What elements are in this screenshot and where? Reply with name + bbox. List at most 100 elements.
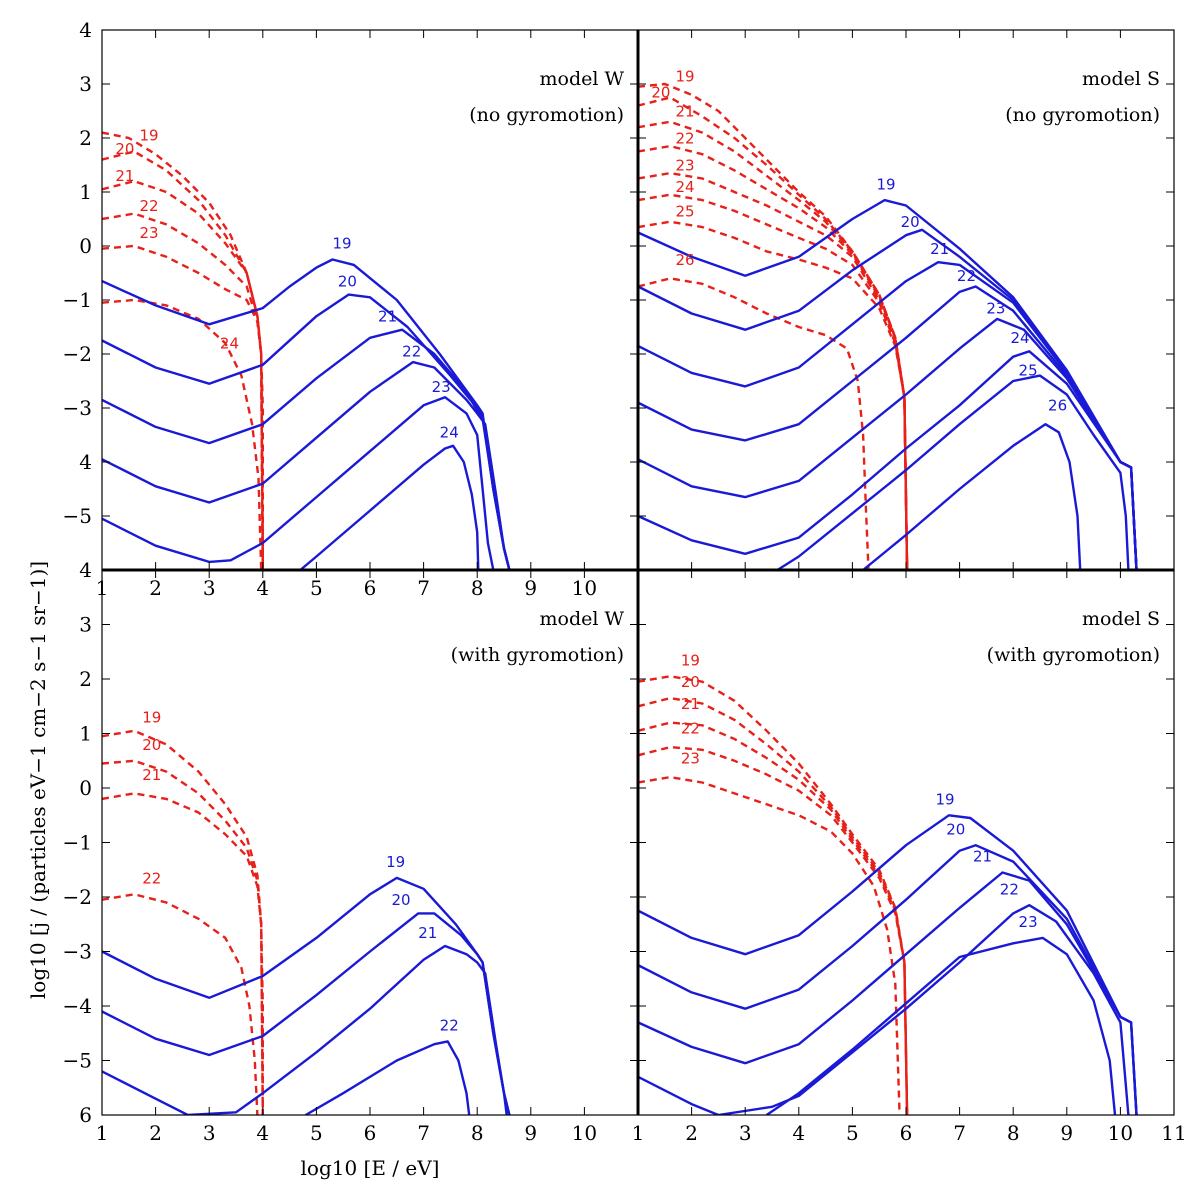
blue-curve-label-23: 23 bbox=[986, 300, 1005, 318]
red-curve-label-22: 22 bbox=[140, 197, 159, 215]
red-curve-label-20: 20 bbox=[115, 140, 134, 158]
x-tick-label: 10 bbox=[572, 576, 597, 600]
red-curve-label-24: 24 bbox=[676, 178, 695, 196]
y-tick-label: −2 bbox=[63, 342, 92, 366]
red-series-19 bbox=[102, 729, 264, 1115]
blue-curve-label-22: 22 bbox=[957, 267, 976, 285]
y-tick-label: 1 bbox=[79, 722, 92, 746]
blue-curve-label-19: 19 bbox=[877, 175, 896, 193]
panel-annotation: (with gyromotion) bbox=[987, 644, 1160, 666]
red-curve-label-24: 24 bbox=[220, 335, 239, 353]
x-tick-label: 1 bbox=[632, 1121, 645, 1145]
y-tick-label: 3 bbox=[79, 613, 92, 637]
x-tick-label: 7 bbox=[417, 576, 430, 600]
blue-curve-label-21: 21 bbox=[418, 924, 437, 942]
red-curve-label-22: 22 bbox=[681, 720, 700, 738]
blue-curve-label-20: 20 bbox=[391, 891, 410, 909]
blue-curve-label-22: 22 bbox=[402, 343, 421, 361]
x-tick-label: 11 bbox=[1161, 1121, 1186, 1145]
panel-annotation: model W bbox=[539, 608, 624, 630]
panel-annotation: (with gyromotion) bbox=[451, 644, 624, 666]
x-tick-label: 2 bbox=[149, 1121, 162, 1145]
x-tick-label: 6 bbox=[900, 1121, 913, 1145]
blue-curve-label-19: 19 bbox=[386, 853, 405, 871]
y-tick-label: 4 bbox=[79, 18, 92, 42]
x-tick-label: 4 bbox=[792, 1121, 805, 1145]
red-series-19 bbox=[638, 675, 909, 1115]
blue-series-22 bbox=[102, 360, 511, 570]
panel-top-right: 19 20 21 22 23 24 25 26 19 20 21 22 23 24 25 26 model S (… bbox=[637, 29, 1175, 571]
blue-curve-label-21: 21 bbox=[930, 240, 949, 258]
blue-curve-label-22: 22 bbox=[440, 1017, 459, 1035]
red-curve-label-23: 23 bbox=[676, 156, 695, 174]
blue-series-21 bbox=[102, 944, 508, 1115]
blue-curve-label-20: 20 bbox=[338, 273, 357, 291]
y-tick-label: −5 bbox=[63, 504, 92, 528]
y-tick-label: 2 bbox=[79, 126, 92, 150]
blue-series-24 bbox=[638, 350, 1138, 570]
blue-series-23 bbox=[102, 396, 495, 570]
x-tick-label: 9 bbox=[1060, 1121, 1073, 1145]
panel-annotation: model S bbox=[1082, 68, 1160, 90]
blue-curve-label-21: 21 bbox=[378, 308, 397, 326]
red-series-25 bbox=[638, 220, 909, 570]
blue-curve-label-20: 20 bbox=[901, 213, 920, 231]
x-tick-label: 8 bbox=[471, 576, 484, 600]
y-axis-label: log10 [j / (particles eV−1 cm−2 s−1 sr−1… bbox=[26, 561, 50, 999]
x-tick-label: 10 bbox=[1108, 1121, 1133, 1145]
red-series-23 bbox=[102, 244, 264, 570]
panel-lines bbox=[638, 675, 1138, 1115]
blue-curve-label-23: 23 bbox=[432, 378, 451, 396]
x-tick-label: 4 bbox=[256, 1121, 269, 1145]
blue-curve-label-26: 26 bbox=[1048, 397, 1067, 415]
blue-curve-label-19: 19 bbox=[935, 790, 954, 808]
red-series-21 bbox=[102, 792, 264, 1115]
x-tick-label: 6 bbox=[364, 576, 377, 600]
red-series-24 bbox=[102, 298, 263, 570]
red-series-26 bbox=[638, 277, 870, 570]
panel-lines bbox=[102, 131, 511, 570]
red-curve-label-19: 19 bbox=[681, 651, 700, 669]
blue-series-21 bbox=[638, 871, 1138, 1115]
blue-series-26 bbox=[862, 423, 1082, 570]
y-tick-label: 4 bbox=[79, 558, 92, 582]
red-curve-label-22: 22 bbox=[142, 869, 161, 887]
y-tick-label: −3 bbox=[63, 940, 92, 964]
red-curve-label-21: 21 bbox=[142, 766, 161, 784]
x-tick-label: 2 bbox=[685, 1121, 698, 1145]
x-tick-label: 7 bbox=[417, 1121, 430, 1145]
blue-curve-label-25: 25 bbox=[1019, 362, 1038, 380]
x-tick-label: 4 bbox=[256, 576, 269, 600]
blue-series-23 bbox=[638, 317, 1138, 570]
x-tick-label: 9 bbox=[524, 576, 537, 600]
x-tick-label: 2 bbox=[149, 576, 162, 600]
y-tick-label: 3 bbox=[79, 72, 92, 96]
x-axis-label: log10 [E / eV] bbox=[301, 1156, 440, 1180]
red-curve-label-26: 26 bbox=[676, 251, 695, 269]
x-tick-label: 3 bbox=[739, 1121, 752, 1145]
blue-series-19 bbox=[638, 198, 1138, 570]
blue-curve-label-23: 23 bbox=[1019, 913, 1038, 931]
red-series-20 bbox=[638, 96, 909, 570]
red-curve-label-20: 20 bbox=[681, 673, 700, 691]
blue-curve-label-19: 19 bbox=[332, 235, 351, 253]
blue-series-22 bbox=[638, 904, 1130, 1115]
blue-curve-label-20: 20 bbox=[946, 820, 965, 838]
panel-annotation: model S bbox=[1082, 608, 1160, 630]
red-series-23 bbox=[638, 775, 901, 1115]
blue-series-24 bbox=[299, 444, 480, 570]
blue-series-22 bbox=[638, 285, 1138, 570]
blue-curve-label-22: 22 bbox=[1000, 880, 1019, 898]
red-series-22 bbox=[638, 745, 909, 1115]
y-tick-label: −4 bbox=[63, 994, 92, 1018]
red-curve-label-20: 20 bbox=[142, 736, 161, 754]
y-tick-label: 0 bbox=[79, 776, 92, 800]
y-tick-label: 2 bbox=[79, 667, 92, 691]
panel-annotation: model W bbox=[539, 68, 624, 90]
red-series-24 bbox=[638, 193, 909, 570]
red-curve-label-20: 20 bbox=[651, 84, 670, 102]
